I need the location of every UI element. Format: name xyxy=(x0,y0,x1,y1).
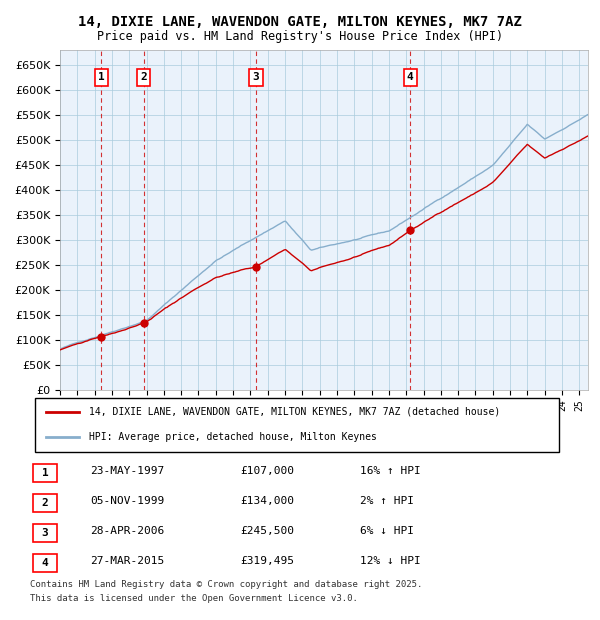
Text: 3: 3 xyxy=(253,72,259,82)
Text: 4: 4 xyxy=(407,72,413,82)
Text: 2: 2 xyxy=(41,498,49,508)
FancyBboxPatch shape xyxy=(33,524,57,542)
Text: 14, DIXIE LANE, WAVENDON GATE, MILTON KEYNES, MK7 7AZ (detached house): 14, DIXIE LANE, WAVENDON GATE, MILTON KE… xyxy=(89,407,500,417)
FancyBboxPatch shape xyxy=(33,464,57,482)
Text: 2% ↑ HPI: 2% ↑ HPI xyxy=(360,497,414,507)
FancyBboxPatch shape xyxy=(33,554,57,572)
Text: 4: 4 xyxy=(41,558,49,568)
Text: £245,500: £245,500 xyxy=(240,526,294,536)
Text: 6% ↓ HPI: 6% ↓ HPI xyxy=(360,526,414,536)
Text: £107,000: £107,000 xyxy=(240,466,294,476)
Text: 12% ↓ HPI: 12% ↓ HPI xyxy=(360,556,421,567)
Text: 23-MAY-1997: 23-MAY-1997 xyxy=(90,466,164,476)
Text: 1: 1 xyxy=(41,467,49,478)
Text: 2: 2 xyxy=(140,72,147,82)
Text: HPI: Average price, detached house, Milton Keynes: HPI: Average price, detached house, Milt… xyxy=(89,432,377,442)
Text: This data is licensed under the Open Government Licence v3.0.: This data is licensed under the Open Gov… xyxy=(30,594,358,603)
Text: 1: 1 xyxy=(98,72,105,82)
FancyBboxPatch shape xyxy=(35,398,559,452)
Text: 27-MAR-2015: 27-MAR-2015 xyxy=(90,556,164,567)
Text: 16% ↑ HPI: 16% ↑ HPI xyxy=(360,466,421,476)
Text: 05-NOV-1999: 05-NOV-1999 xyxy=(90,497,164,507)
FancyBboxPatch shape xyxy=(33,494,57,512)
Text: Price paid vs. HM Land Registry's House Price Index (HPI): Price paid vs. HM Land Registry's House … xyxy=(97,30,503,43)
Text: £319,495: £319,495 xyxy=(240,556,294,567)
Text: 14, DIXIE LANE, WAVENDON GATE, MILTON KEYNES, MK7 7AZ: 14, DIXIE LANE, WAVENDON GATE, MILTON KE… xyxy=(78,16,522,30)
Text: 3: 3 xyxy=(41,528,49,538)
Text: Contains HM Land Registry data © Crown copyright and database right 2025.: Contains HM Land Registry data © Crown c… xyxy=(30,580,422,589)
Text: 28-APR-2006: 28-APR-2006 xyxy=(90,526,164,536)
Text: £134,000: £134,000 xyxy=(240,497,294,507)
